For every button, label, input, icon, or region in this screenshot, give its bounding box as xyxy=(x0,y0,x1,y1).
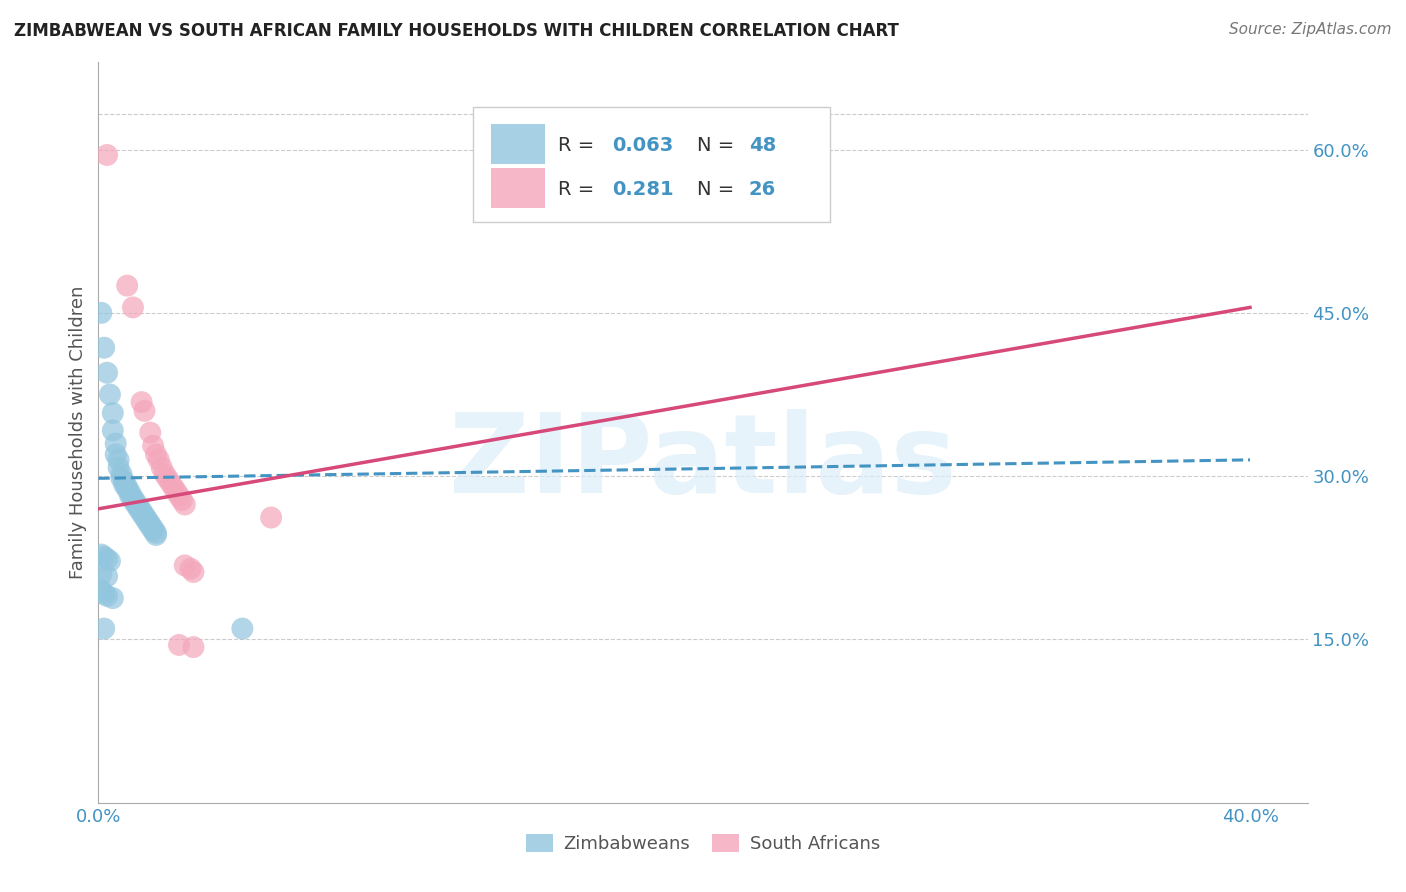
Point xyxy=(96,366,118,380)
Point xyxy=(90,567,112,582)
Point xyxy=(115,480,138,494)
Point xyxy=(145,525,167,540)
Point xyxy=(93,622,115,636)
Point xyxy=(90,583,112,598)
Text: R =: R = xyxy=(558,136,600,155)
Text: 0.281: 0.281 xyxy=(613,180,673,199)
Point xyxy=(110,471,132,485)
Point xyxy=(107,460,129,475)
Point xyxy=(93,549,115,564)
FancyBboxPatch shape xyxy=(474,107,830,221)
Point xyxy=(139,519,162,533)
Point xyxy=(115,482,138,496)
Point xyxy=(231,622,253,636)
Point xyxy=(145,447,167,461)
FancyBboxPatch shape xyxy=(492,169,544,209)
Point xyxy=(96,569,118,583)
Point xyxy=(125,498,148,512)
Legend: Zimbabweans, South Africans: Zimbabweans, South Africans xyxy=(519,827,887,861)
Text: 0.063: 0.063 xyxy=(613,136,673,155)
Point xyxy=(136,513,159,527)
Point xyxy=(139,425,162,440)
Point xyxy=(148,453,170,467)
Point xyxy=(156,471,179,485)
Point xyxy=(165,484,187,499)
Point xyxy=(180,562,202,576)
Point xyxy=(173,498,195,512)
Point xyxy=(120,485,142,500)
Point xyxy=(90,548,112,562)
Point xyxy=(170,493,193,508)
Point xyxy=(104,447,127,461)
Point xyxy=(153,467,176,481)
Point xyxy=(104,436,127,450)
Point xyxy=(107,453,129,467)
Point xyxy=(96,589,118,603)
Point xyxy=(136,515,159,529)
Point xyxy=(96,148,118,162)
Point xyxy=(183,565,205,579)
Point xyxy=(173,558,195,573)
Point xyxy=(519,148,541,162)
Text: Source: ZipAtlas.com: Source: ZipAtlas.com xyxy=(1229,22,1392,37)
Point xyxy=(93,587,115,601)
Point xyxy=(183,640,205,654)
Point xyxy=(167,638,190,652)
Y-axis label: Family Households with Children: Family Households with Children xyxy=(69,286,87,579)
Point xyxy=(122,301,145,315)
Point xyxy=(96,552,118,566)
Point xyxy=(101,406,124,420)
Point xyxy=(115,278,138,293)
Point xyxy=(122,491,145,505)
Point xyxy=(134,508,156,523)
Point xyxy=(145,528,167,542)
Point xyxy=(93,341,115,355)
Text: ZIPatlas: ZIPatlas xyxy=(449,409,957,516)
FancyBboxPatch shape xyxy=(492,124,544,164)
Point xyxy=(134,404,156,418)
Text: N =: N = xyxy=(697,180,741,199)
Point xyxy=(142,524,165,538)
Point xyxy=(112,475,135,489)
Point xyxy=(125,495,148,509)
Point xyxy=(533,164,555,178)
Point xyxy=(131,506,153,520)
Text: 48: 48 xyxy=(749,136,776,155)
Point xyxy=(167,489,190,503)
Point xyxy=(90,306,112,320)
Point xyxy=(101,591,124,606)
Point xyxy=(131,395,153,409)
Point xyxy=(110,467,132,481)
Point xyxy=(98,387,121,401)
Point xyxy=(128,500,150,514)
Point xyxy=(159,475,181,490)
Point xyxy=(101,424,124,438)
Text: N =: N = xyxy=(697,136,741,155)
Point xyxy=(162,480,184,494)
Text: 26: 26 xyxy=(749,180,776,199)
Point xyxy=(131,504,153,518)
Point xyxy=(122,493,145,508)
Point xyxy=(142,439,165,453)
Text: ZIMBABWEAN VS SOUTH AFRICAN FAMILY HOUSEHOLDS WITH CHILDREN CORRELATION CHART: ZIMBABWEAN VS SOUTH AFRICAN FAMILY HOUSE… xyxy=(14,22,898,40)
Point xyxy=(120,489,142,503)
Point xyxy=(139,517,162,532)
Point xyxy=(260,510,283,524)
Text: R =: R = xyxy=(558,180,600,199)
Point xyxy=(142,521,165,535)
Point xyxy=(134,510,156,524)
Point xyxy=(98,554,121,568)
Point xyxy=(150,460,173,475)
Point xyxy=(112,478,135,492)
Point xyxy=(128,501,150,516)
